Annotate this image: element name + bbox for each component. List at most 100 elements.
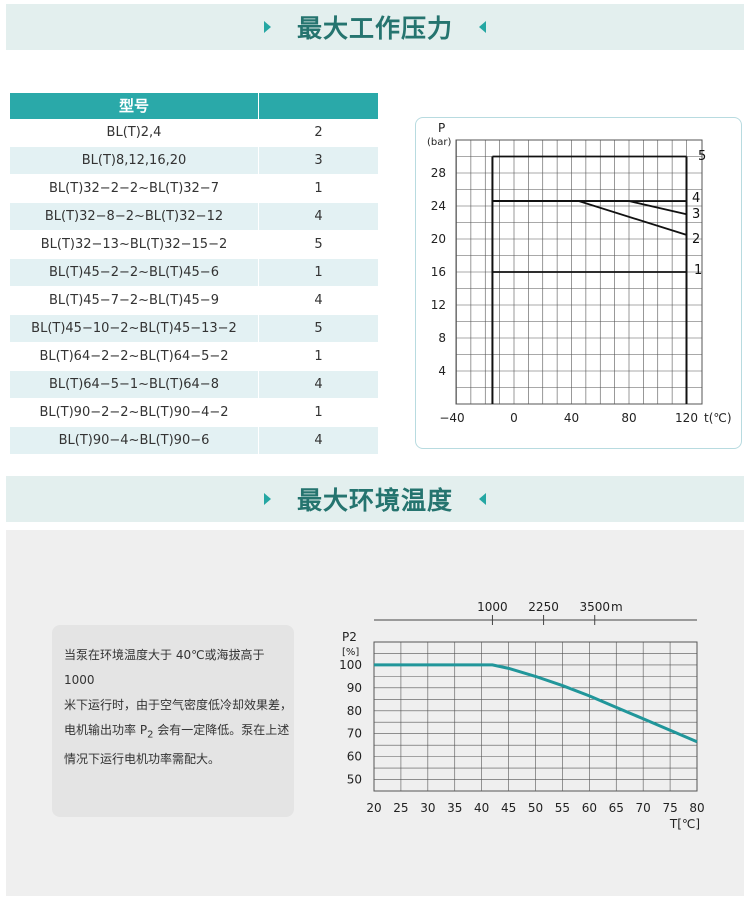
x-tick-label: 55 (555, 801, 570, 815)
x-tick-label: 45 (501, 801, 516, 815)
y-axis-unit: (bar) (427, 137, 451, 148)
note-text: 当泵在环境温度大于 40℃或海拔高于 1000 米下运行时，由于空气密度低冷却效… (64, 648, 293, 767)
x-tick-label: 40 (564, 411, 579, 425)
y-tick-label: 16 (431, 265, 446, 279)
table-row: BL(T)45−2−2~BL(T)45−6 1 (10, 259, 378, 287)
curve-cell: 4 (314, 209, 323, 224)
table-row: BL(T)2,4 2 (10, 119, 378, 147)
curve-cell: 5 (314, 237, 323, 252)
curve-cell: 3 (314, 153, 323, 168)
x-tick-label: 70 (636, 801, 651, 815)
y-axis-label: P (438, 121, 445, 135)
pressure-chart-card: 4 8 12 16 20 24 28 −40 0 40 80 120 P (bar) t(℃) 1 2 3 4 5 (415, 117, 742, 449)
y-axis-label: P2 (342, 630, 357, 644)
altitude-tick-label: 1000 (477, 600, 508, 614)
table-row: BL(T)90−4~BL(T)90−6 4 (10, 427, 378, 455)
x-tick-label: 65 (609, 801, 624, 815)
y-tick-label: 60 (347, 750, 362, 764)
model-cell: BL(T)8,12,16,20 (10, 147, 259, 174)
table-row: BL(T)32−8−2~BL(T)32−12 4 (10, 203, 378, 231)
table-row: BL(T)45−7−2~BL(T)45−9 4 (10, 287, 378, 315)
model-cell: BL(T)32−8−2~BL(T)32−12 (10, 203, 259, 230)
curve-cell: 2 (314, 125, 323, 140)
y-tick-label: 100 (339, 658, 362, 672)
y-tick-label: 4 (438, 364, 446, 378)
curve-cell: 1 (314, 349, 323, 364)
derating-chart: 1000 2250 3500 m 50 60 70 80 90 100 20 25 30 35 40 45 50… (339, 600, 705, 831)
model-cell: BL(T)64−2−2~BL(T)64−5−2 (10, 343, 259, 370)
y-tick-label: 12 (431, 298, 446, 312)
x-tick-label: 30 (420, 801, 435, 815)
section-banner-max-pressure: 最大工作压力 (6, 4, 744, 50)
series-label: 1 (694, 263, 702, 278)
model-cell: BL(T)45−2−2~BL(T)45−6 (10, 259, 259, 286)
y-tick-label: 50 (347, 773, 362, 787)
x-tick-label: 35 (447, 801, 462, 815)
y-tick-label: 8 (438, 331, 446, 345)
y-tick-label: 80 (347, 704, 362, 718)
altitude-tick-label: 2250 (528, 600, 559, 614)
arrow-right-icon (263, 493, 271, 505)
table-row: BL(T)64−5−1~BL(T)64−8 4 (10, 371, 378, 399)
curve-cell: 1 (314, 265, 323, 280)
y-tick-label: 24 (431, 199, 446, 213)
series-label: 5 (698, 149, 706, 164)
table-row: BL(T)90−2−2~BL(T)90−4−2 1 (10, 399, 378, 427)
curve-cell: 1 (314, 405, 323, 420)
x-tick-label: 60 (582, 801, 597, 815)
model-cell: BL(T)90−2−2~BL(T)90−4−2 (10, 399, 259, 426)
x-tick-label: 80 (689, 801, 704, 815)
model-cell: BL(T)64−5−1~BL(T)64−8 (10, 371, 259, 398)
table-row: BL(T)32−13~BL(T)32−15−2 5 (10, 231, 378, 259)
x-tick-label: 20 (366, 801, 381, 815)
model-cell: BL(T)2,4 (10, 119, 259, 146)
curve-cell: 4 (314, 433, 323, 448)
model-cell: BL(T)32−2−2~BL(T)32−7 (10, 175, 259, 202)
model-cell: BL(T)90−4~BL(T)90−6 (10, 427, 259, 454)
altitude-tick-label: 3500 (579, 600, 610, 614)
curve-cell: 4 (314, 377, 323, 392)
series-label: 3 (692, 207, 700, 222)
model-table: 型号 BL(T)2,4 2 BL(T)8,12,16,20 3 BL(T)32−2−2~… (10, 93, 378, 455)
series-label: 4 (692, 191, 700, 206)
arrow-left-icon (479, 493, 486, 505)
curve-cell: 1 (314, 181, 323, 196)
section-title: 最大环境温度 (296, 486, 453, 515)
series-line-3 (492, 200, 687, 216)
table-row: BL(T)64−2−2~BL(T)64−5−2 1 (10, 343, 378, 371)
table-row: BL(T)45−10−2~BL(T)45−13−2 5 (10, 315, 378, 343)
curve-cell: 4 (314, 293, 323, 308)
x-tick-label: 50 (528, 801, 543, 815)
curve-column-header (259, 93, 378, 119)
note-card: 当泵在环境温度大于 40℃或海拔高于 1000 米下运行时，由于空气密度低冷却效… (52, 625, 294, 817)
section-banner-max-ambient-temp: 最大环境温度 (6, 476, 744, 522)
y-tick-label: 70 (347, 727, 362, 741)
table-row: BL(T)32−2−2~BL(T)32−7 1 (10, 175, 378, 203)
altitude-unit: m (611, 600, 623, 614)
x-tick-label: 75 (662, 801, 677, 815)
x-tick-label: 25 (393, 801, 408, 815)
x-axis-label: t(℃) (704, 411, 732, 425)
x-tick-label: 40 (474, 801, 489, 815)
arrow-left-icon (479, 21, 486, 33)
model-cell: BL(T)32−13~BL(T)32−15−2 (10, 231, 259, 258)
table-header: 型号 (10, 93, 378, 119)
section-title: 最大工作压力 (296, 14, 453, 43)
arrow-right-icon (263, 21, 271, 33)
x-tick-label: 0 (510, 411, 518, 425)
model-cell: BL(T)45−10−2~BL(T)45−13−2 (10, 315, 259, 342)
x-axis-label: T[℃] (669, 817, 700, 831)
y-tick-label: 20 (431, 232, 446, 246)
model-column-header: 型号 (10, 93, 259, 119)
x-tick-label: 80 (621, 411, 636, 425)
table-row: BL(T)8,12,16,20 3 (10, 147, 378, 175)
y-tick-label: 90 (347, 681, 362, 695)
y-tick-label: 28 (431, 166, 446, 180)
model-cell: BL(T)45−7−2~BL(T)45−9 (10, 287, 259, 314)
y-axis-unit: [%] (342, 647, 359, 658)
x-tick-label: −40 (439, 411, 464, 425)
x-tick-label: 120 (675, 411, 698, 425)
derating-curve (374, 663, 698, 744)
curve-cell: 5 (314, 321, 323, 336)
